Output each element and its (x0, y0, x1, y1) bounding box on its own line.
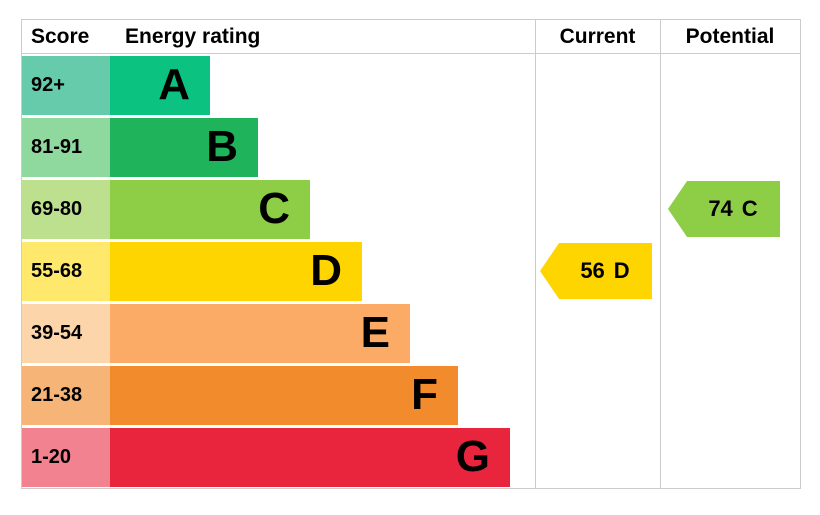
band-bar-a: A (110, 55, 210, 115)
band-letter-a: A (158, 60, 190, 109)
band-row-e: 39-54 E (22, 302, 800, 364)
band-row-b: 81-91 B (22, 116, 800, 178)
band-row-c: 69-80 C (22, 178, 800, 240)
divider-rating-current (535, 20, 536, 488)
band-letter-g: G (455, 432, 490, 481)
header-current: Current (559, 24, 636, 48)
divider-current-potential (660, 20, 661, 488)
current-rating-letter: D (613, 258, 630, 283)
chart-header-row: Score Energy rating Current Potential (22, 20, 800, 54)
band-score-b: 81-91 (22, 117, 110, 177)
band-score-d: 55-68 (22, 241, 110, 301)
band-letter-c: C (258, 184, 290, 233)
band-row-f: 21-38 F (22, 364, 800, 426)
band-letter-e: E (360, 308, 390, 357)
band-bar-c: C (110, 179, 310, 239)
band-score-f: 21-38 (22, 365, 110, 425)
band-bar-d: D (110, 241, 362, 301)
current-rating-arrow: 56 D (540, 243, 652, 299)
band-letter-b: B (206, 122, 238, 171)
bands-container: 92+ A 81-91 B 69-80 C 55-68 D 39-54 E 21-38 F 1-20 G (22, 54, 800, 488)
current-rating-value: 56 (580, 258, 605, 283)
band-bar-f: F (110, 365, 458, 425)
band-score-e: 39-54 (22, 303, 110, 363)
potential-rating-letter: C (741, 196, 758, 221)
band-letter-d: D (310, 246, 342, 295)
chart-table: Score Energy rating Current Potential 92… (21, 19, 801, 489)
band-score-c: 69-80 (22, 179, 110, 239)
potential-rating-value: 74 (708, 196, 733, 221)
potential-rating-arrow: 74 C (668, 181, 780, 237)
header-score: Score (31, 24, 90, 48)
band-row-g: 1-20 G (22, 426, 800, 488)
band-score-g: 1-20 (22, 427, 110, 487)
band-score-a: 92+ (22, 55, 110, 115)
band-letter-f: F (411, 370, 438, 419)
band-row-d: 55-68 D (22, 240, 800, 302)
band-bar-b: B (110, 117, 258, 177)
band-bar-e: E (110, 303, 410, 363)
band-row-a: 92+ A (22, 54, 800, 116)
header-potential: Potential (685, 24, 775, 48)
header-energy-rating: Energy rating (125, 24, 261, 48)
band-bar-g: G (110, 427, 510, 487)
